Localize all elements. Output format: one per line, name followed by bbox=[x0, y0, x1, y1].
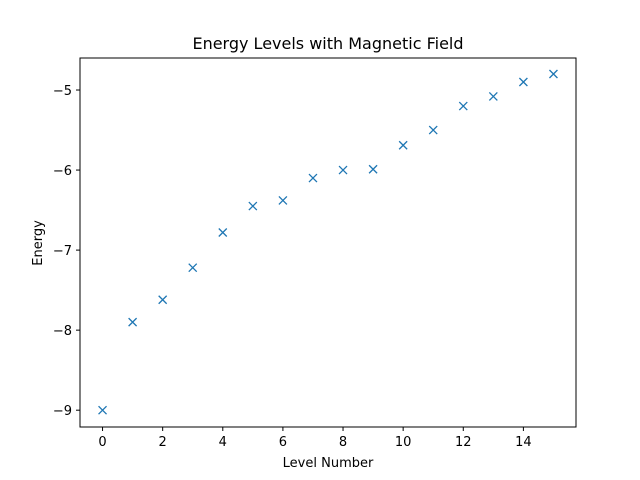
x-marker bbox=[278, 196, 288, 205]
x-marker bbox=[368, 164, 378, 174]
x-marker bbox=[308, 173, 318, 183]
data-point bbox=[458, 101, 468, 111]
x-marker bbox=[548, 69, 558, 79]
x-tick-label: 12 bbox=[455, 435, 472, 450]
data-point bbox=[548, 69, 558, 79]
data-point bbox=[188, 263, 198, 273]
x-marker bbox=[488, 91, 498, 101]
axes-frame bbox=[79, 57, 577, 428]
x-marker bbox=[398, 140, 408, 150]
x-axis-label: Level Number bbox=[283, 456, 374, 471]
y-tick-label: −8 bbox=[53, 324, 72, 339]
x-tick-label: 14 bbox=[515, 435, 532, 450]
x-tick-label: 8 bbox=[339, 435, 347, 450]
x-marker bbox=[218, 228, 228, 237]
x-tick-label: 6 bbox=[279, 435, 287, 450]
data-point bbox=[428, 125, 438, 135]
x-tick-label: 0 bbox=[98, 435, 106, 450]
data-point bbox=[308, 173, 318, 183]
x-tick-label: 10 bbox=[395, 435, 412, 450]
x-marker bbox=[428, 125, 438, 135]
y-tick-label: −6 bbox=[53, 164, 72, 179]
x-marker bbox=[188, 263, 198, 273]
y-tick-label: −7 bbox=[53, 244, 72, 259]
x-marker bbox=[458, 101, 468, 111]
x-marker bbox=[518, 77, 528, 87]
data-point bbox=[248, 201, 258, 211]
y-tick-label: −5 bbox=[53, 84, 72, 99]
plot-area: 0 2 4 6 8 10 12 14 −9 −8 −7 −6 −5 bbox=[53, 69, 558, 450]
data-point bbox=[338, 165, 348, 175]
x-tick-label: 2 bbox=[159, 435, 167, 450]
x-marker bbox=[338, 165, 348, 175]
data-point bbox=[488, 91, 498, 101]
y-tick-label: −9 bbox=[53, 404, 72, 419]
x-marker bbox=[128, 317, 138, 327]
y-axis-label: Energy bbox=[31, 220, 46, 266]
data-point bbox=[128, 317, 138, 327]
chart-title: Energy Levels with Magnetic Field bbox=[192, 34, 463, 53]
data-point bbox=[218, 228, 228, 237]
data-point bbox=[98, 405, 108, 415]
x-marker bbox=[98, 405, 108, 415]
x-tick-label: 4 bbox=[219, 435, 227, 450]
x-marker bbox=[158, 295, 168, 305]
data-point bbox=[368, 164, 378, 174]
data-point bbox=[158, 295, 168, 305]
data-point bbox=[518, 77, 528, 87]
data-point bbox=[398, 140, 408, 150]
data-point bbox=[278, 196, 288, 205]
x-marker bbox=[248, 201, 258, 211]
